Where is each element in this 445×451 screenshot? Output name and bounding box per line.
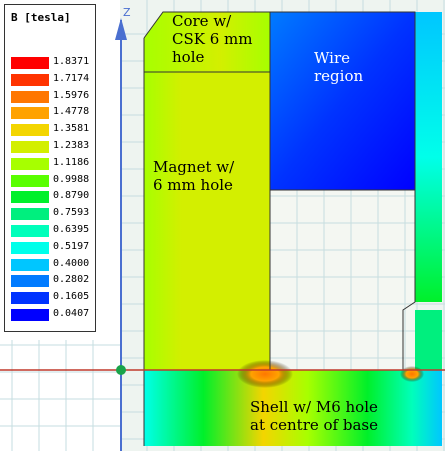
air-pocket (270, 190, 415, 370)
legend-swatch (11, 309, 49, 321)
legend-swatch (11, 157, 49, 170)
legend-value: 1.4778 (53, 106, 90, 118)
legend-row: 0.4000 (11, 257, 95, 271)
legend-value: 0.8790 (53, 190, 90, 202)
legend-swatch (11, 292, 49, 305)
legend-row: 0.8790 (11, 190, 95, 204)
label-core: Core w/ CSK 6 mm hole (172, 12, 253, 66)
legend-row: 0.1605 (11, 291, 95, 305)
shell-base-region (144, 370, 442, 446)
hot-spot-corner (400, 366, 424, 382)
label-shell: Shell w/ M6 hole at centre of base (250, 398, 378, 434)
legend-row: 1.4778 (11, 106, 95, 120)
legend-swatch (11, 275, 49, 288)
legend-row: 1.5976 (11, 89, 95, 103)
legend-swatch (11, 73, 49, 86)
legend-swatch (11, 258, 49, 271)
legend-swatch (11, 208, 49, 221)
legend-row: 0.9988 (11, 173, 95, 187)
legend-row: 1.8371 (11, 56, 95, 69)
legend-swatch (11, 107, 49, 120)
legend-row: 0.0407 (11, 308, 95, 321)
wire-region (270, 12, 415, 190)
z-axis-label: Z (123, 6, 131, 19)
legend-swatch (11, 141, 49, 153)
legend-value: 0.4000 (53, 257, 90, 269)
legend-swatch (11, 90, 49, 103)
legend-value: 0.5197 (53, 240, 90, 252)
legend-value: 1.3581 (53, 123, 90, 135)
legend-value: 0.9988 (53, 173, 90, 185)
label-magnet: Magnet w/ 6 mm hole (153, 158, 235, 194)
legend-swatch (11, 225, 49, 237)
legend-value: 0.7593 (53, 207, 90, 219)
legend-swatch (11, 124, 49, 137)
legend-row: 0.7593 (11, 207, 95, 221)
legend-value: 0.1605 (53, 291, 90, 303)
legend-value: 1.8371 (53, 56, 90, 67)
legend-row: 0.2802 (11, 274, 95, 288)
legend-row: 0.5197 (11, 240, 95, 254)
label-wire: Wire region (314, 49, 364, 85)
origin-marker (116, 365, 126, 375)
legend-swatch (11, 174, 49, 187)
legend-value: 1.2383 (53, 140, 90, 151)
legend-swatch (11, 241, 49, 254)
shell-wall-upper (415, 12, 442, 302)
legend-value: 0.0407 (53, 308, 90, 319)
legend-value: 1.5976 (53, 89, 90, 101)
legend-row: 1.1186 (11, 156, 95, 170)
core-region (144, 12, 270, 72)
legend-row: 1.3581 (11, 123, 95, 137)
legend-row: 0.6395 (11, 224, 95, 237)
hot-spot (237, 360, 293, 388)
z-axis-arrow (115, 18, 127, 40)
legend-value: 0.2802 (53, 274, 90, 286)
legend-swatch (11, 191, 49, 204)
legend-row: 1.7174 (11, 72, 95, 86)
legend-title: B [tesla] (11, 11, 71, 24)
legend-swatch (11, 57, 49, 69)
legend-value: 1.1186 (53, 156, 90, 168)
color-legend: B [tesla] 1.8371 1.7174 1.5976 1.4778 1.3581… (4, 4, 96, 332)
magnet-region (144, 72, 270, 370)
legend-row: 1.2383 (11, 140, 95, 153)
legend-value: 1.7174 (53, 72, 90, 84)
legend-value: 0.6395 (53, 224, 90, 235)
